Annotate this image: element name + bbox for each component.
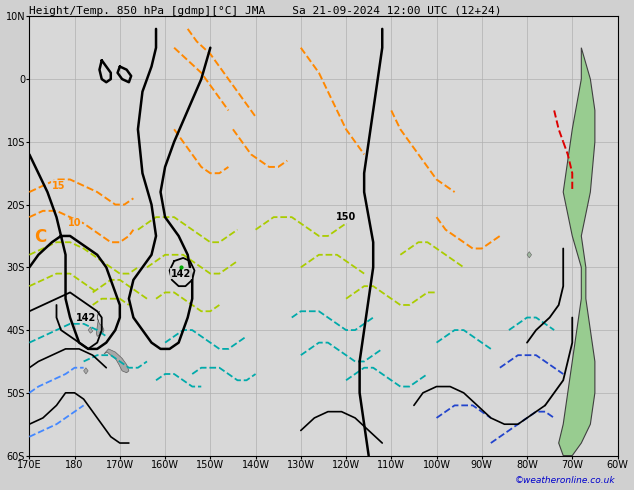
Text: 150: 150 — [336, 212, 356, 222]
Text: C: C — [34, 228, 46, 246]
Text: Height/Temp. 850 hPa [gdmp][°C] JMA    Sa 21-09-2024 12:00 UTC (12+24): Height/Temp. 850 hPa [gdmp][°C] JMA Sa 2… — [29, 5, 502, 16]
Text: 142: 142 — [76, 313, 96, 322]
Text: 15: 15 — [52, 181, 65, 191]
Polygon shape — [527, 252, 531, 258]
Text: 10: 10 — [68, 219, 81, 228]
Polygon shape — [559, 48, 595, 456]
Polygon shape — [96, 311, 104, 336]
Polygon shape — [104, 349, 129, 373]
Text: ©weatheronline.co.uk: ©weatheronline.co.uk — [514, 476, 615, 485]
Polygon shape — [84, 368, 88, 374]
Polygon shape — [88, 327, 93, 333]
Text: 142: 142 — [171, 269, 191, 279]
